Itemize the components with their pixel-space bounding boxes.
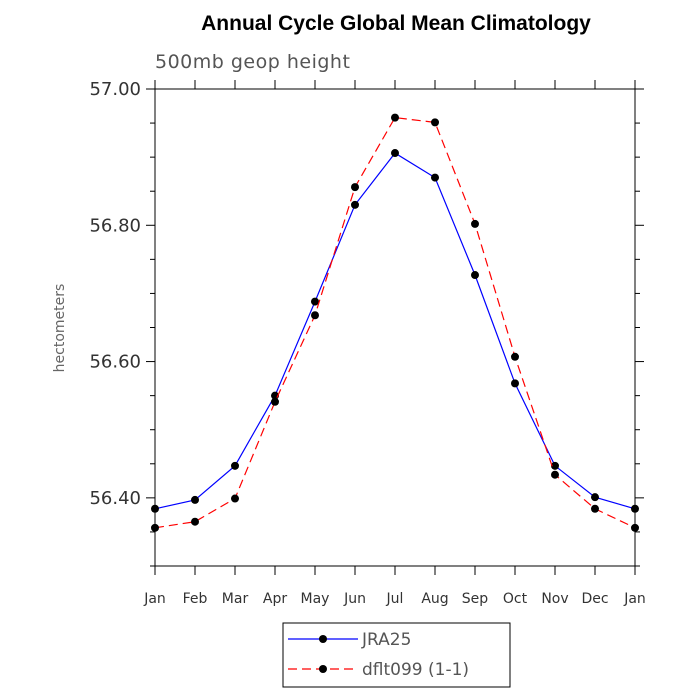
y-tick-label: 56.40 (89, 488, 141, 509)
data-point (271, 391, 279, 400)
x-tick-label: May (301, 591, 330, 607)
x-tick-label: Jan (623, 591, 646, 607)
x-tick-label: Jun (343, 591, 366, 607)
x-tick-label: Jan (143, 591, 166, 607)
chart-subtitle: 500mb geop height (155, 51, 350, 73)
data-point (471, 271, 479, 280)
data-point (431, 173, 439, 182)
data-point (151, 504, 159, 513)
data-point (311, 311, 319, 320)
data-point (151, 523, 159, 532)
series-layer (151, 113, 639, 532)
data-point (431, 118, 439, 127)
data-point (351, 183, 359, 192)
data-point (511, 352, 519, 361)
x-tick-label: Sep (462, 591, 489, 607)
x-tick-label: Apr (263, 591, 287, 607)
legend-marker (319, 635, 327, 643)
legend-label: dflt099 (1-1) (362, 660, 469, 680)
plot-frame (154, 88, 636, 567)
x-tick-label: Nov (541, 591, 568, 607)
data-point (231, 494, 239, 503)
x-tick-label: Feb (183, 591, 208, 607)
series-line-2 (154, 116, 636, 529)
data-point (191, 517, 199, 526)
y-tick-label: 56.60 (89, 352, 141, 373)
data-point (551, 470, 559, 479)
y-axis-label: hectometers (52, 284, 68, 373)
legend: JRA25 dflt099 (1-1) (282, 622, 511, 688)
data-point (631, 504, 639, 513)
data-point (591, 493, 599, 502)
data-point (351, 200, 359, 209)
data-point (231, 461, 239, 470)
y-tick-label: 56.80 (89, 215, 141, 236)
chart-title: Annual Cycle Global Mean Climatology (201, 12, 591, 35)
legend-box (282, 622, 511, 688)
x-tick-label: Aug (421, 591, 448, 607)
x-tick-label: Dec (581, 591, 608, 607)
x-tick-label: Jul (386, 591, 404, 607)
legend-marker (319, 665, 327, 673)
data-point (591, 504, 599, 513)
data-point (511, 379, 519, 388)
data-point (391, 149, 399, 158)
data-point (551, 461, 559, 470)
x-tick-label: Oct (503, 591, 528, 607)
legend-label: JRA25 (361, 630, 411, 650)
data-point (271, 397, 279, 406)
data-point (471, 219, 479, 228)
x-tick-label: Mar (222, 591, 249, 607)
data-point (191, 495, 199, 504)
axes: 56.40 56.60 56.80 57.00 Jan Feb Mar Apr May Jun Ju… (89, 79, 645, 607)
series-line-1 (154, 152, 636, 510)
data-point (391, 113, 399, 122)
data-point (311, 297, 319, 306)
data-point (631, 523, 639, 532)
y-tick-label: 57.00 (89, 79, 141, 100)
